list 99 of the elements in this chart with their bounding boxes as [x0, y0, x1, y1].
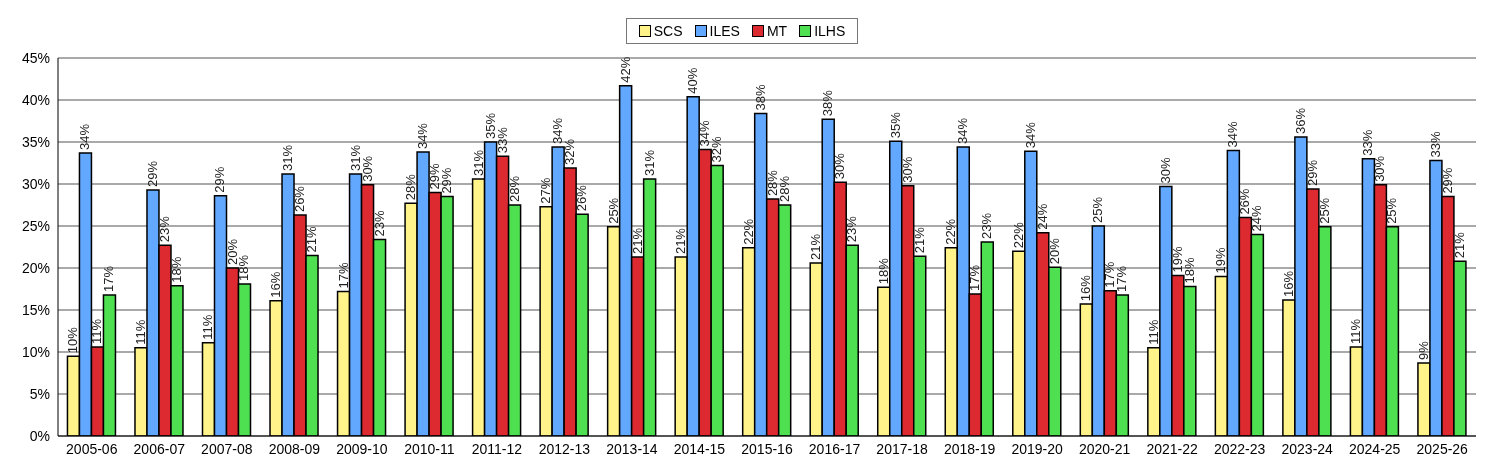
y-tick-label: 40%: [21, 91, 50, 108]
data-label: 17%: [101, 265, 117, 292]
data-label: 21%: [808, 233, 824, 260]
y-tick-label: 25%: [21, 217, 50, 234]
data-label: 11%: [132, 319, 148, 345]
data-label: 31%: [470, 149, 486, 176]
legend-label: SCS: [653, 23, 683, 39]
data-label: 11%: [1348, 318, 1364, 344]
data-label: 31%: [641, 149, 657, 176]
y-tick-label: 45%: [21, 49, 50, 66]
data-label: 9%: [1415, 340, 1431, 360]
data-label: 21%: [304, 225, 320, 253]
data-label: 30%: [832, 152, 848, 180]
data-label: 21%: [911, 226, 927, 254]
x-tick-label: 2021-22: [1146, 440, 1199, 457]
data-label: 25%: [605, 197, 621, 224]
data-label: 21%: [629, 227, 645, 255]
data-label: 38%: [820, 89, 836, 117]
data-label: 11%: [1145, 319, 1161, 345]
data-label: 20%: [1046, 237, 1062, 265]
data-label: 16%: [268, 271, 284, 298]
data-label: 31%: [280, 144, 296, 171]
data-label: 17%: [967, 264, 983, 292]
x-tick-label: 2019-20: [1011, 440, 1063, 457]
x-tick-label: 2012-13: [538, 440, 591, 457]
data-label: 28%: [403, 173, 419, 201]
data-label: 26%: [292, 185, 308, 213]
x-tick-label: 2014-15: [673, 440, 726, 457]
x-tick-label: 2024-25: [1349, 440, 1401, 457]
data-label: 40%: [685, 67, 701, 94]
data-label: 23%: [371, 209, 387, 237]
data-label: 21%: [1451, 231, 1467, 259]
x-tick-label: 2018-19: [943, 440, 996, 457]
data-label: 24%: [1034, 203, 1050, 230]
x-tick-label: 2013-14: [606, 440, 658, 457]
legend-label: ILHS: [814, 23, 846, 39]
data-label: 11%: [89, 318, 105, 344]
data-label: 23%: [156, 215, 172, 243]
x-tick-label: 2005-06: [66, 440, 118, 457]
y-tick-label: 35%: [21, 133, 50, 150]
data-label: 29%: [1304, 159, 1320, 187]
data-label: 33%: [1427, 131, 1443, 158]
data-label: 29%: [212, 166, 228, 193]
x-tick-label: 2009-10: [336, 440, 388, 457]
data-label: 34%: [415, 122, 431, 150]
y-tick-label: 5%: [29, 385, 50, 402]
x-tick-label: 2023-24: [1281, 440, 1334, 457]
data-label: 28%: [506, 175, 522, 202]
data-label: 36%: [1292, 107, 1308, 134]
data-label: 25%: [1316, 197, 1332, 224]
x-tick-label: 2020-21: [1078, 440, 1131, 457]
data-label: 30%: [1157, 157, 1173, 184]
x-tick-label: 2008-09: [268, 440, 321, 457]
x-tick-label: 2016-17: [808, 440, 861, 457]
data-label: 23%: [979, 212, 995, 239]
y-tick-label: 30%: [21, 175, 50, 192]
data-label: 42%: [617, 56, 633, 83]
data-label: 34%: [1022, 121, 1038, 149]
x-tick-label: 2011-12: [471, 440, 523, 457]
data-label: 19%: [1213, 246, 1229, 274]
x-tick-label: 2017-18: [876, 440, 928, 457]
y-tick-label: 0%: [29, 427, 50, 444]
data-label: 30%: [899, 156, 915, 183]
y-tick-label: 10%: [21, 343, 50, 360]
data-label: 16%: [1280, 270, 1296, 297]
data-label: 34%: [1225, 120, 1241, 148]
data-label: 27%: [538, 177, 554, 204]
data-label: 16%: [1078, 274, 1094, 302]
data-label: 34%: [77, 123, 93, 150]
legend-label: ILES: [709, 23, 740, 39]
data-label: 25%: [1384, 197, 1400, 224]
x-tick-label: 2025-26: [1416, 440, 1469, 457]
data-label: 18%: [875, 257, 891, 285]
data-label: 23%: [844, 215, 860, 243]
data-label: 33%: [1360, 129, 1376, 156]
y-tick-label: 15%: [21, 301, 50, 318]
data-label: 11%: [200, 314, 216, 340]
legend-label: MT: [766, 23, 788, 39]
x-tick-label: 2022-23: [1213, 440, 1266, 457]
x-tick-label: 2015-16: [741, 440, 793, 457]
data-label: 18%: [168, 256, 184, 283]
data-label: 22%: [740, 218, 756, 245]
data-label: 35%: [887, 111, 903, 139]
data-label: 22%: [943, 218, 959, 245]
data-label: 17%: [335, 262, 351, 289]
x-tick-label: 2006-07: [133, 440, 186, 457]
data-label: 22%: [1010, 221, 1026, 249]
data-label: 25%: [1090, 196, 1106, 223]
y-tick-label: 20%: [21, 259, 50, 276]
data-label: 29%: [144, 160, 160, 187]
x-tick-label: 2007-08: [201, 440, 253, 457]
data-label: 26%: [574, 184, 590, 212]
data-label: 38%: [752, 83, 768, 111]
data-label: 34%: [955, 117, 971, 145]
x-tick-label: 2010-11: [404, 440, 455, 457]
data-label: 21%: [673, 227, 689, 255]
data-label: 10%: [65, 326, 81, 354]
data-label: 29%: [1439, 167, 1455, 194]
data-label: 30%: [1372, 155, 1388, 182]
